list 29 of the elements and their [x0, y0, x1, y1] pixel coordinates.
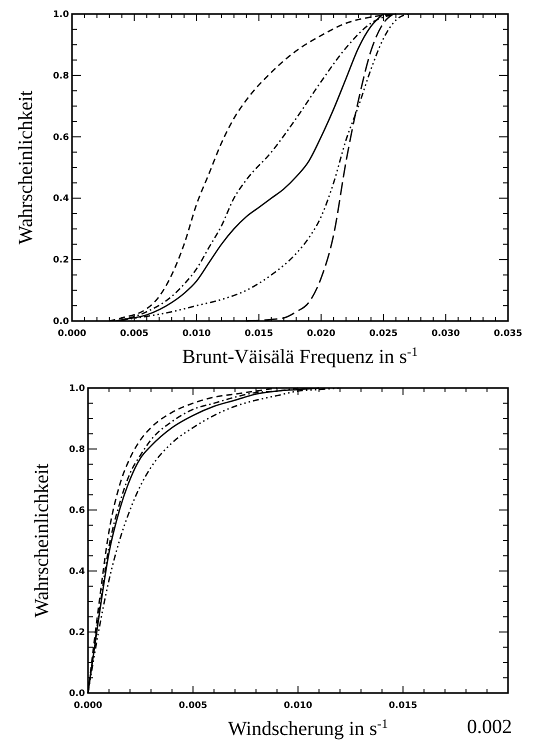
- y-tick-label: 0.2: [53, 256, 69, 266]
- x-axis-title: Windscherung in s$^{-1}$: [228, 716, 388, 740]
- x-tick-label: 0.010: [284, 701, 312, 711]
- y-tick-label: 0.6: [53, 132, 69, 143]
- x-tick-label: 0.015: [388, 701, 418, 711]
- text: 0.002: [467, 716, 512, 738]
- y-tick-label: 0.8: [53, 71, 69, 82]
- y-axis-title: Wahrscheinlichkeit: [15, 90, 37, 244]
- x-tick-label: 0.030: [431, 329, 460, 339]
- y-tick-label: 1.0: [69, 384, 85, 394]
- x-tick-label: 0.015: [244, 329, 274, 339]
- y-tick-label: 0.4: [69, 567, 85, 577]
- y-tick-label: 1.0: [53, 10, 69, 20]
- x-tick-label: 0.035: [494, 329, 522, 339]
- x-tick-label: 0.000: [58, 329, 86, 339]
- x-tick-label: 0.025: [369, 329, 398, 339]
- y-tick-label: 0.6: [69, 506, 85, 516]
- y-tick-label: 0.8: [69, 445, 85, 455]
- x-axis-title: Brunt-Väisälä Frequenz in s$^{-1}$: [182, 344, 418, 368]
- y-axis-title: Wahrscheinlichkeit: [31, 463, 53, 618]
- y-tick-label: 0.0: [69, 689, 85, 699]
- y-tick-label: 0.0: [53, 317, 69, 327]
- x-tick-label: 0.010: [182, 329, 211, 339]
- y-tick-label: 0.2: [69, 628, 85, 638]
- x-tick-label: 0.005: [120, 329, 149, 339]
- x-tick-label: 0.020: [306, 329, 336, 339]
- x-tick-label: 0.000: [74, 701, 102, 711]
- x-tick-label: 0.005: [178, 701, 208, 711]
- y-tick-label: 0.4: [53, 194, 69, 204]
